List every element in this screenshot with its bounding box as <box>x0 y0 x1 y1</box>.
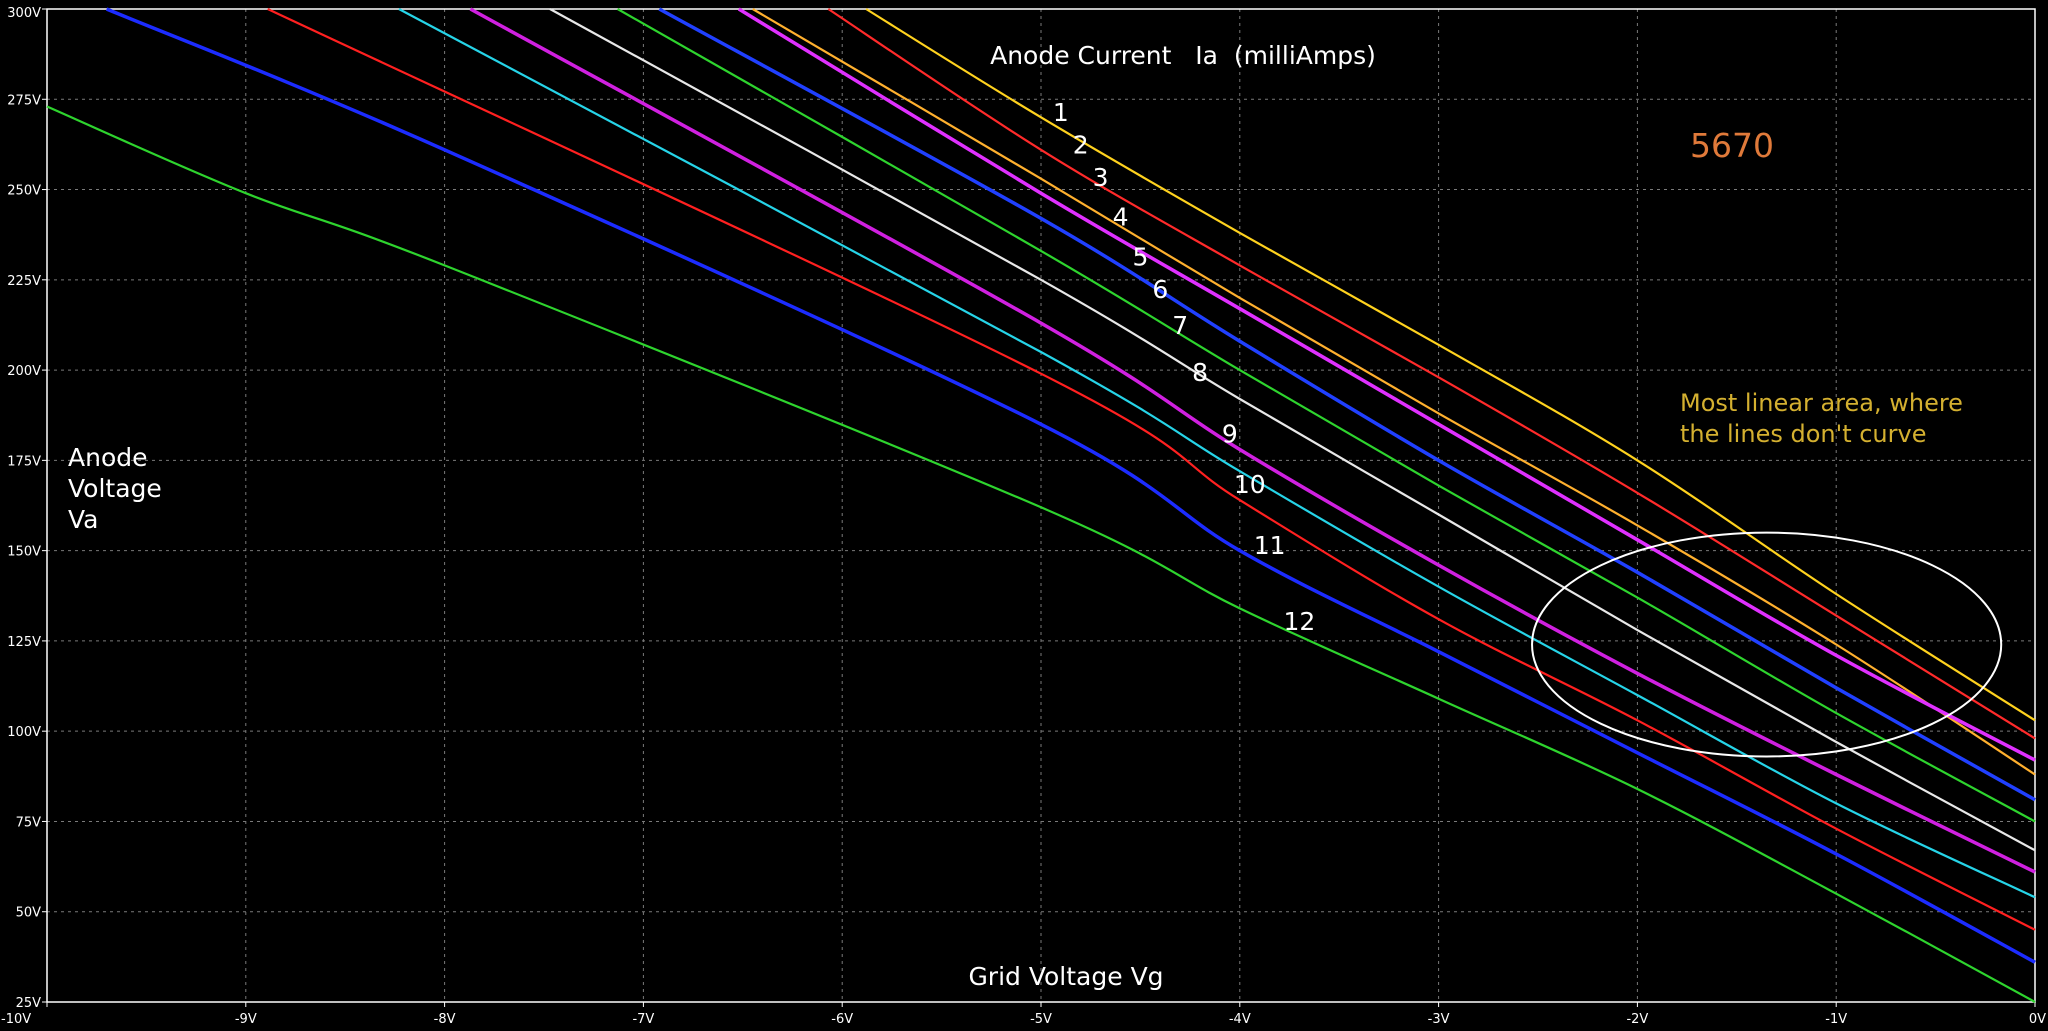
x-tick-label: -10V <box>1 1012 31 1027</box>
y-tick-label: 25V <box>16 996 42 1011</box>
x-tick-label: -4V <box>1229 1012 1251 1027</box>
series-line-12 <box>46 105 2036 1003</box>
series-line-6 <box>617 8 2036 823</box>
series-line-2 <box>827 8 2036 740</box>
y-tick-label: 175V <box>7 454 41 469</box>
y-tick-label: 300V <box>7 6 41 21</box>
y-tick-label: 50V <box>16 906 42 921</box>
series-line-7 <box>549 8 2036 852</box>
x-tick-label: -2V <box>1626 1012 1648 1027</box>
y-tick-label: 275V <box>7 93 41 108</box>
series-lines <box>46 7 2036 1003</box>
series-line-3 <box>752 8 2036 776</box>
x-axis-label: Grid Voltage Vg <box>968 962 1163 991</box>
curve-label-8: 8 <box>1192 358 1208 387</box>
y-axis-label-line-1: Anode <box>68 443 148 472</box>
series-line-8 <box>469 7 2036 874</box>
x-tick-label: -6V <box>831 1012 853 1027</box>
x-tick-label: -9V <box>235 1012 257 1027</box>
curve-label-4: 4 <box>1113 203 1129 232</box>
y-axis-label-line-2: Voltage <box>68 474 162 503</box>
curve-label-6: 6 <box>1152 275 1168 304</box>
series-line-4 <box>737 7 2036 762</box>
series-line-5 <box>658 7 2036 802</box>
y-tick-label: 225V <box>7 274 41 289</box>
curve-label-10: 10 <box>1234 470 1266 499</box>
series-line-11 <box>105 7 2036 964</box>
linear-area-ellipse <box>1531 531 2003 758</box>
x-tick-label: -5V <box>1030 1012 1052 1027</box>
linear-area-note-line-2: the lines don't curve <box>1680 420 1926 448</box>
linear-area-note: Most linear area, where the lines don't … <box>1680 389 1971 448</box>
y-tick-label: 150V <box>7 545 41 560</box>
curve-label-12: 12 <box>1284 607 1316 636</box>
x-tick-label: -8V <box>434 1012 456 1027</box>
curve-label-9: 9 <box>1222 419 1238 448</box>
series-line-10 <box>267 8 2036 931</box>
y-tick-label: 100V <box>7 725 41 740</box>
curve-label-5: 5 <box>1132 242 1148 271</box>
y-tick-label: 250V <box>7 184 41 199</box>
y-tick-label: 125V <box>7 635 41 650</box>
series-line-1 <box>865 8 2036 722</box>
x-tick-label: -3V <box>1428 1012 1450 1027</box>
curve-label-2: 2 <box>1073 130 1089 159</box>
tube-type-label: 5670 <box>1690 126 1774 165</box>
x-tick-label: 0V <box>2029 1012 2046 1027</box>
linear-area-note-line-1: Most linear area, where <box>1680 389 1963 417</box>
x-tick-label: -7V <box>632 1012 654 1027</box>
curve-label-1: 1 <box>1053 98 1069 127</box>
axis-ticks: -10V -9V -8V -7V -6V -5V -4V -3V -2V -1V 0V 25V 50V 7… <box>1 6 2046 1027</box>
x-tick-label: -1V <box>1825 1012 1847 1027</box>
y-tick-label: 200V <box>7 364 41 379</box>
curve-label-3: 3 <box>1093 163 1109 192</box>
y-axis-label-line-3: Va <box>68 505 98 534</box>
y-tick-label: 75V <box>16 815 42 830</box>
curve-label-7: 7 <box>1172 311 1188 340</box>
series-line-9 <box>398 8 2036 899</box>
curve-label-11: 11 <box>1254 531 1286 560</box>
y-axis-label: Anode Voltage Va <box>68 443 170 534</box>
chart-title: Anode Current Ia (milliAmps) <box>990 41 1376 70</box>
